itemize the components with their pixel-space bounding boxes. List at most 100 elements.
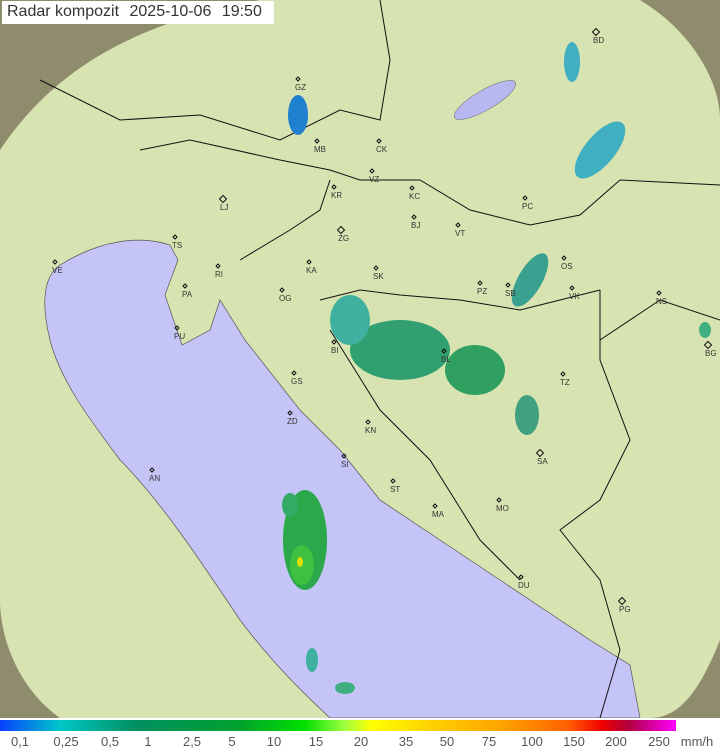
- city-kc: KC: [409, 185, 420, 201]
- adriatic-sea: [44, 239, 641, 718]
- city-label: BI: [331, 346, 339, 355]
- city-marker-icon: [518, 574, 524, 580]
- city-pa: PA: [182, 283, 193, 299]
- city-label: GS: [291, 377, 303, 386]
- city-label: TS: [172, 241, 182, 250]
- city-label: PU: [174, 332, 185, 341]
- city-marker-icon: [656, 290, 662, 296]
- city-vk: VK: [569, 285, 580, 301]
- legend-tick-label: 0,5: [100, 734, 120, 749]
- city-label: BG: [705, 349, 717, 358]
- city-marker-icon: [341, 453, 347, 459]
- city-marker-icon: [291, 370, 297, 376]
- city-label: PG: [619, 605, 631, 614]
- city-label: RI: [215, 270, 223, 279]
- city-label: SK: [373, 272, 384, 281]
- city-label: PC: [522, 202, 533, 211]
- city-label: MA: [432, 510, 445, 519]
- city-marker-icon: [591, 27, 601, 37]
- city-marker-icon: [522, 195, 528, 201]
- city-marker-icon: [149, 467, 155, 473]
- legend-tick-label: 200: [605, 734, 627, 749]
- city-marker-icon: [535, 448, 545, 458]
- city-gz: GZ: [295, 76, 306, 92]
- city-label: MB: [314, 145, 326, 154]
- radar-echoes: [282, 42, 711, 694]
- city-marker-icon: [174, 325, 180, 331]
- city-label: SB: [505, 289, 516, 298]
- title-time: 19:50: [221, 3, 262, 20]
- radar-map[interactable]: GZ MB CK VZ KR KC LJ ZG BJ VT PC BD TS VE KA SK RI PA OG PZ…: [0, 0, 720, 718]
- city-kn: KN: [365, 419, 376, 435]
- city-lj: LJ: [218, 194, 228, 212]
- city-label: LJ: [220, 203, 228, 212]
- city-marker-icon: [218, 194, 228, 204]
- title-date: 2025-10-06: [129, 3, 212, 20]
- city-marker-icon: [279, 287, 285, 293]
- city-pg: PG: [617, 596, 631, 614]
- city-label: SA: [537, 457, 548, 466]
- city-bi: BI: [331, 339, 339, 355]
- legend-tick-label: 75: [481, 734, 497, 749]
- legend-tick-label: 15: [308, 734, 324, 749]
- city-ka: KA: [306, 259, 317, 275]
- city-du: DU: [518, 574, 530, 590]
- city-label: ST: [390, 485, 400, 494]
- city-zg: ZG: [336, 225, 349, 243]
- city-bg: BG: [703, 340, 717, 358]
- city-marker-icon: [295, 76, 301, 82]
- city-marker-icon: [560, 371, 566, 377]
- city-marker-icon: [455, 222, 461, 228]
- city-sb: SB: [505, 282, 516, 298]
- city-marker-icon: [314, 138, 320, 144]
- city-marker-icon: [306, 259, 312, 265]
- city-si: SI: [341, 453, 349, 469]
- city-marker-icon: [441, 348, 447, 354]
- city-label: TZ: [560, 378, 570, 387]
- city-marker-icon: [617, 596, 627, 606]
- legend-tick-label: 250: [648, 734, 670, 749]
- city-label: BL: [441, 355, 451, 364]
- legend-tick-label: 35: [398, 734, 414, 749]
- city-mb: MB: [314, 138, 326, 154]
- city-marker-icon: [182, 283, 188, 289]
- city-bl: BL: [441, 348, 451, 364]
- city-sa: SA: [535, 448, 548, 466]
- city-label: PZ: [477, 287, 487, 296]
- city-marker-icon: [336, 225, 346, 235]
- city-gs: GS: [291, 370, 303, 386]
- city-label: OG: [279, 294, 291, 303]
- city-label: VK: [569, 292, 580, 301]
- city-marker-icon: [369, 168, 375, 174]
- city-marker-icon: [373, 265, 379, 271]
- legend-tick-label: 150: [563, 734, 585, 749]
- city-label: VT: [455, 229, 465, 238]
- city-label: MO: [496, 504, 509, 513]
- city-ma: MA: [432, 503, 445, 519]
- legend-tick-label: 50: [439, 734, 455, 749]
- city-label: ZD: [287, 417, 298, 426]
- legend-tick-label: 1: [144, 734, 152, 749]
- city-label: KA: [306, 266, 317, 275]
- city-label: AN: [149, 474, 160, 483]
- city-label: KN: [365, 426, 376, 435]
- legend-tick-label: 10: [266, 734, 282, 749]
- city-vz: VZ: [369, 168, 379, 184]
- city-marker-icon: [215, 263, 221, 269]
- city-marker-icon: [376, 138, 382, 144]
- city-marker-icon: [172, 234, 178, 240]
- city-mo: MO: [496, 497, 509, 513]
- city-ri: RI: [215, 263, 223, 279]
- legend-tick-label: 2,5: [182, 734, 202, 749]
- city-vt: VT: [455, 222, 465, 238]
- city-og: OG: [279, 287, 291, 303]
- city-os: OS: [561, 255, 573, 271]
- city-sk: SK: [373, 265, 384, 281]
- city-label: BD: [593, 36, 604, 45]
- city-marker-icon: [331, 339, 337, 345]
- city-label: KC: [409, 192, 420, 201]
- legend-labels: 0,1 0,25 0,5 1 2,5 5 10 15 20 35 50 75 100 150 200 250 m…: [0, 734, 720, 751]
- city-label: OS: [561, 262, 573, 271]
- title-label: Radar kompozit: [7, 3, 120, 20]
